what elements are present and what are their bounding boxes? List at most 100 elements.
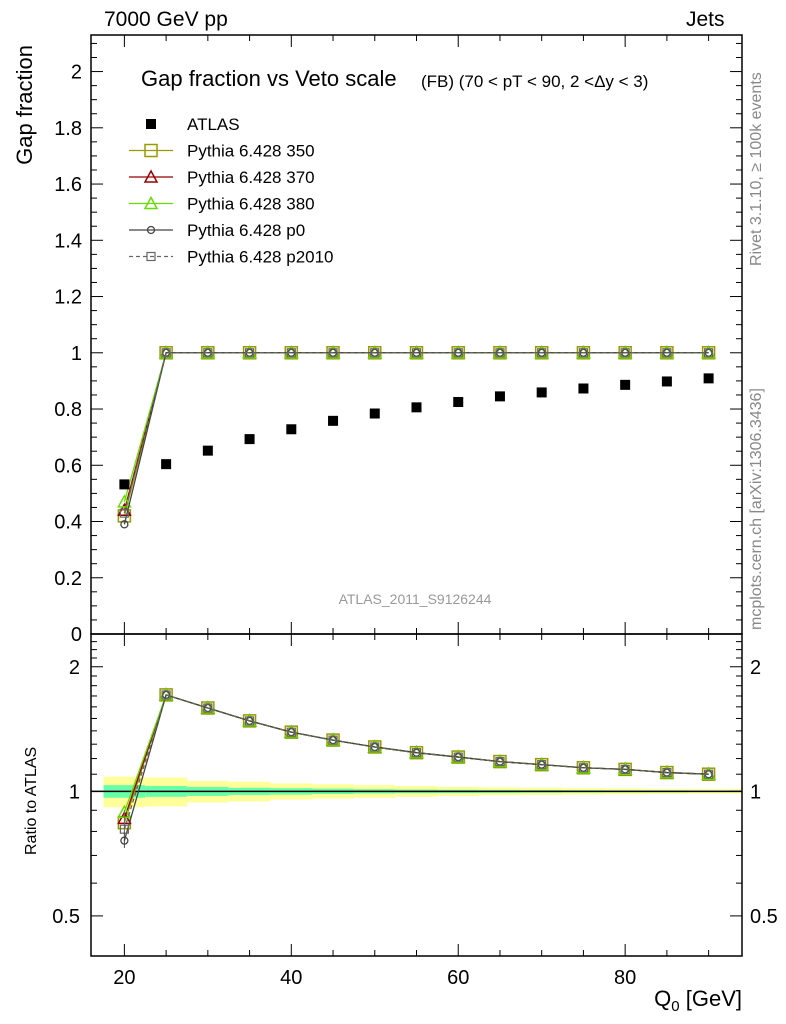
legend-marker-pythia-6-428-380 — [143, 195, 159, 210]
analysis-watermark: ATLAS_2011_S9126244 — [339, 591, 492, 607]
legend-marker-pythia-6-428-370-shape — [143, 169, 159, 183]
y-tick-label: 0 — [71, 624, 82, 646]
atlas-point — [661, 376, 672, 387]
pythia-6-428-p2010-ratio-point-shape — [203, 703, 213, 713]
pythia-6-428-p2010-ratio-point — [620, 764, 630, 774]
pythia-6-428-p2010-ratio-point — [161, 690, 171, 700]
legend-marker-pythia-6-428-380-shape — [143, 195, 159, 210]
legend-marker-atlas-shape — [146, 119, 156, 129]
atlas-point-shape — [244, 434, 255, 445]
pythia-6-428-380-point-shape — [117, 494, 132, 508]
pythia-6-428-380-point — [117, 494, 132, 508]
atlas-point-shape — [494, 391, 505, 402]
legend-label-pythia-6-428-350: Pythia 6.428 350 — [187, 142, 315, 161]
atlas-point — [286, 424, 297, 435]
pythia-6-428-p2010-point — [620, 348, 630, 358]
pythia-6-428-p2010-ratio-point — [495, 756, 505, 767]
y-tick-label: 1.2 — [54, 287, 82, 309]
pythia-6-428-p2010-point-shape — [119, 508, 129, 518]
y-axis-title: Gap fraction — [12, 45, 37, 165]
atlas-point — [202, 445, 213, 456]
legend-label-pythia-6-428-370: Pythia 6.428 370 — [187, 168, 315, 187]
y-tick-label: 0.2 — [54, 568, 82, 590]
pythia-6-428-p2010-point — [453, 348, 463, 358]
pythia-6-428-p2010-point-shape — [161, 348, 171, 358]
atlas-point — [244, 434, 255, 445]
x-tick-label: 40 — [280, 967, 302, 989]
pythia-6-428-p2010-ratio-line — [123, 694, 709, 830]
pythia-6-428-p2010-point — [370, 348, 380, 358]
chart-title: Gap fraction vs Veto scale — [141, 66, 397, 91]
x-tick-label: 20 — [113, 967, 135, 989]
y-tick-label: 1 — [71, 343, 82, 365]
legend-marker-pythia-6-428-350 — [144, 143, 158, 158]
y-tick-label: 1.4 — [54, 230, 82, 252]
atlas-point-shape — [328, 415, 339, 426]
atlas-point — [328, 415, 339, 426]
pythia-6-428-p2010-line — [123, 352, 709, 514]
ratio-y-tick-label-right: 0.5 — [750, 906, 778, 928]
pythia-6-428-p2010-point — [662, 348, 672, 358]
pythia-6-428-p2010-point-shape — [286, 348, 296, 358]
pythia-6-428-p2010-point — [704, 348, 714, 358]
header-category: Jets — [686, 8, 725, 31]
pythia-6-428-p2010-point — [244, 348, 255, 358]
pythia-6-428-p2010-ratio-point-shape — [244, 716, 255, 726]
pythia-6-428-p2010-ratio-point — [411, 748, 422, 758]
pythia-6-428-p2010-ratio-point — [244, 716, 255, 726]
atlas-point — [620, 379, 631, 390]
legend-marker-atlas — [146, 119, 156, 129]
pythia-6-428-p2010-ratio-point-shape — [453, 752, 463, 762]
legend-marker-pythia-6-428-p0-shape — [146, 225, 156, 235]
atlas-point — [161, 459, 172, 470]
pythia-6-428-p0-point-shape — [120, 520, 129, 529]
pythia-6-428-350-line — [123, 352, 709, 517]
legend-label-pythia-6-428-380: Pythia 6.428 380 — [187, 195, 315, 214]
pythia-6-428-p2010-point-shape — [704, 348, 714, 358]
x-tick-label: 80 — [614, 967, 636, 989]
pythia-6-428-p2010-ratio-point-shape — [370, 742, 380, 752]
pythia-6-428-p2010-ratio-point — [704, 769, 714, 779]
pythia-6-428-p2010-ratio-point — [328, 735, 338, 745]
pythia-6-428-380-line — [123, 352, 709, 503]
atlas-point-shape — [578, 383, 589, 394]
atlas-point — [578, 383, 589, 394]
header-process: 7000 GeV pp — [104, 8, 228, 31]
pythia-6-428-p2010-point-shape — [537, 348, 547, 358]
atlas-point-shape — [620, 379, 631, 390]
pythia-6-428-p2010-point — [119, 508, 129, 518]
x-axis-title: Q0 [GeV] — [654, 986, 742, 1015]
pythia-6-428-p2010-point-shape — [411, 348, 422, 358]
atlas-point — [494, 391, 505, 402]
pythia-6-428-p2010-ratio-point-shape — [161, 690, 171, 700]
atlas-point-shape — [703, 373, 714, 384]
ratio-y-tick-label: 2 — [69, 657, 80, 679]
pythia-6-428-p2010-ratio-point — [286, 727, 296, 737]
ratio-y-tick-label: 1 — [69, 781, 80, 803]
pythia-6-428-p2010-point-shape — [495, 348, 505, 358]
pythia-6-428-p2010-ratio-point-shape — [662, 767, 672, 778]
pythia-6-428-p2010-point — [161, 348, 171, 358]
y-tick-label: 0.6 — [54, 455, 82, 477]
atlas-point-shape — [202, 445, 213, 456]
legend-marker-pythia-6-428-350-shape — [144, 143, 158, 158]
pythia-6-428-p0-point — [120, 520, 129, 529]
pythia-6-428-p0-line — [123, 352, 709, 525]
y-tick-label: 0.4 — [54, 512, 82, 534]
pythia-6-428-p2010-point-shape — [370, 348, 380, 358]
legend-marker-pythia-6-428-p2010 — [146, 251, 156, 262]
atlas-point — [536, 387, 547, 398]
legend-marker-pythia-6-428-370 — [143, 169, 159, 183]
atlas-point-shape — [536, 387, 547, 398]
y-tick-label: 1.8 — [54, 118, 82, 140]
pythia-6-428-p2010-ratio-point-shape — [578, 763, 589, 773]
pythia-6-428-p2010-point — [495, 348, 505, 358]
pythia-6-428-p2010-point-shape — [328, 348, 338, 358]
pythia-6-428-p2010-point-shape — [620, 348, 630, 358]
pythia-6-428-p2010-ratio-point-shape — [495, 756, 505, 767]
pythia-6-428-p2010-ratio-point — [537, 760, 547, 770]
pythia-6-428-p2010-ratio-point-shape — [411, 748, 422, 758]
atlas-point-shape — [369, 408, 380, 419]
pythia-6-428-p2010-point-shape — [578, 348, 589, 358]
